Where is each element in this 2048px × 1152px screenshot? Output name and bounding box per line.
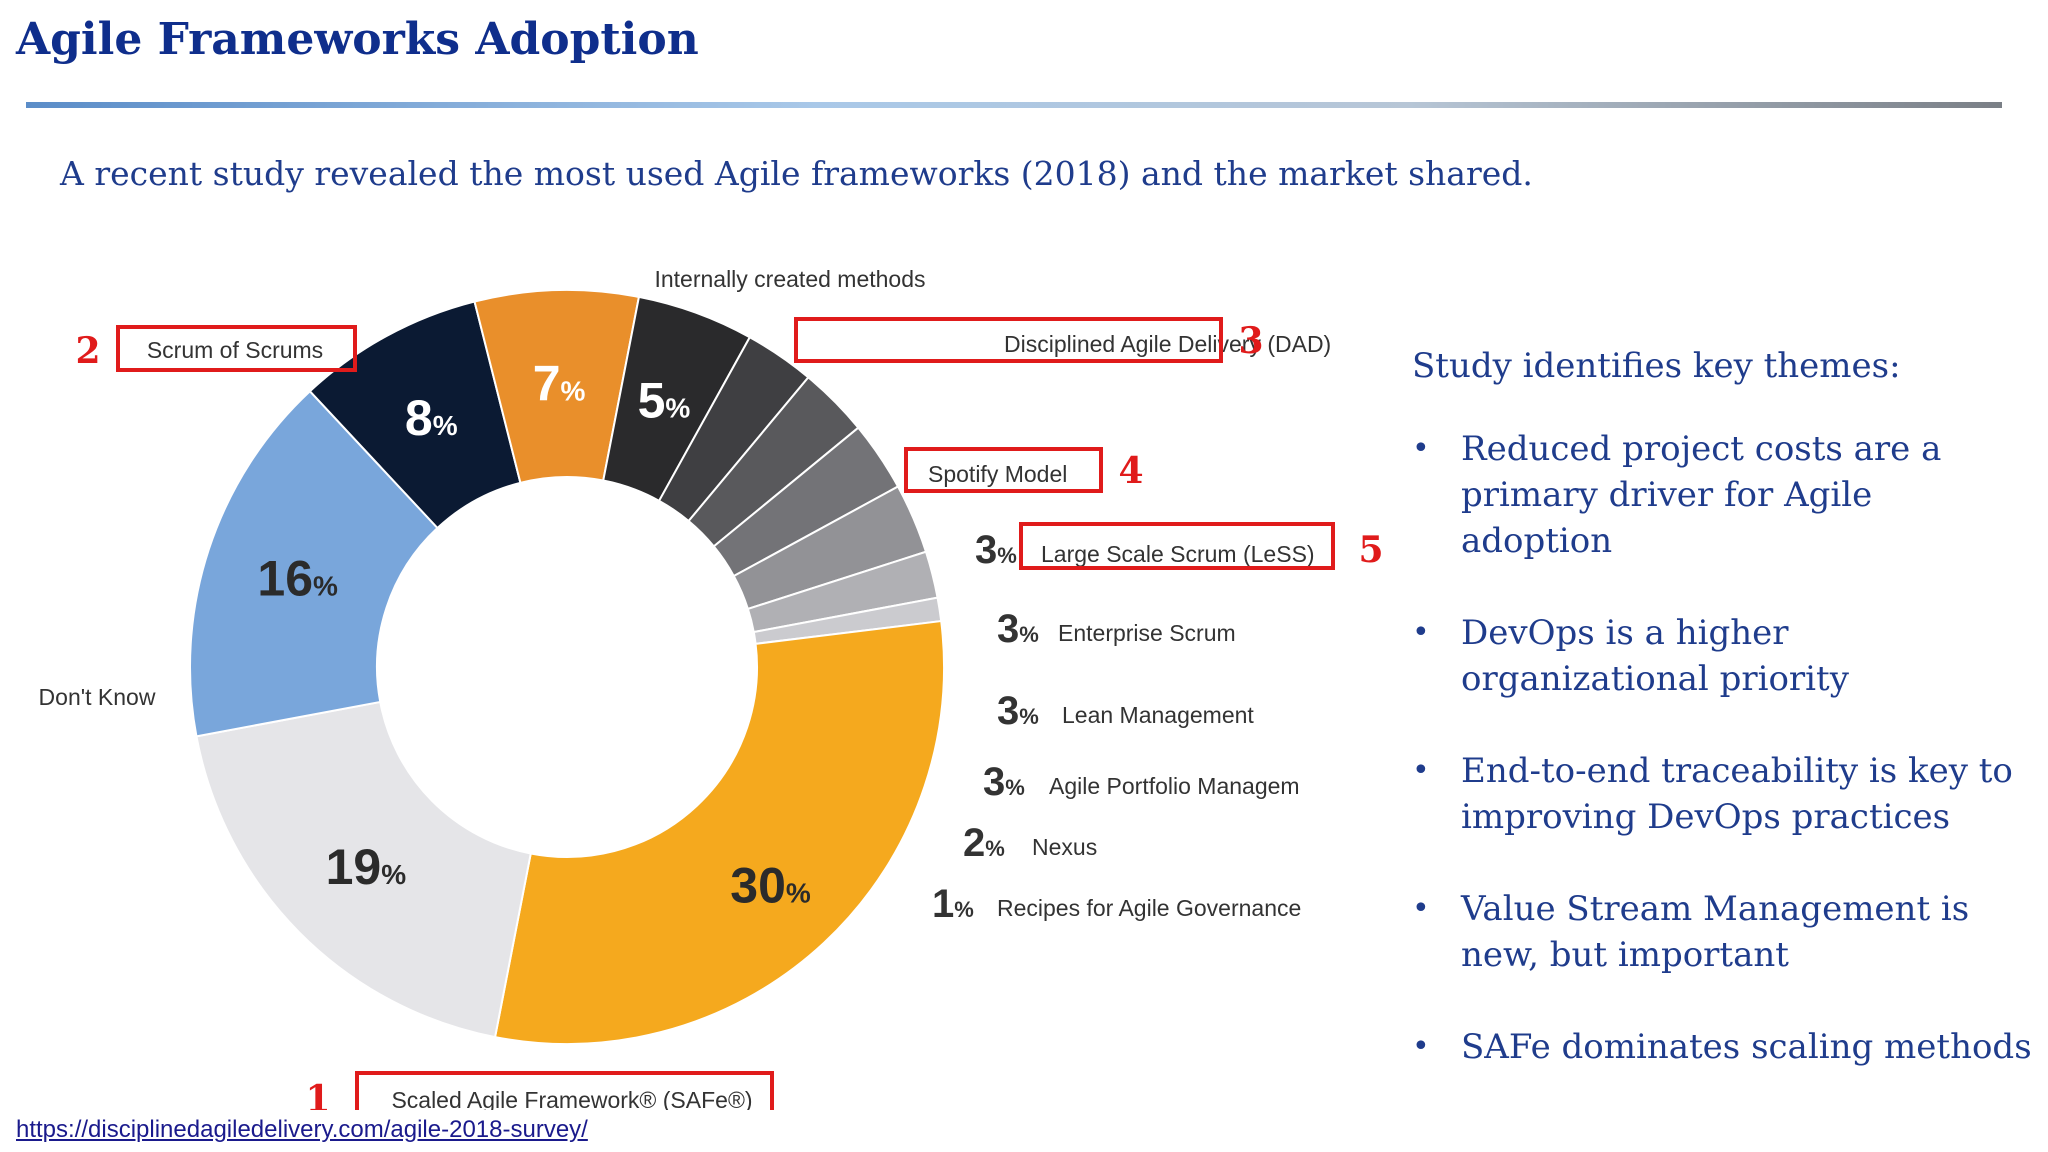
themes-heading: Study identifies key themes: — [1412, 346, 1901, 386]
bullet-icon: • — [1412, 891, 1430, 926]
category-label-nexus: Nexus — [1032, 834, 1097, 860]
rank-badge: 5 — [1358, 529, 1383, 571]
slice-value-label: 1% — [932, 882, 974, 926]
slice-value-label: 3% — [975, 528, 1017, 572]
slice-scrum-of-scrums — [189, 389, 439, 738]
slice-value-label: 5% — [638, 373, 691, 429]
bullet-icon: • — [1412, 431, 1430, 466]
slice-value-label: 2% — [963, 821, 1005, 865]
slice-value-label: 16% — [257, 550, 338, 606]
category-label-agile-portfolio-managem: Agile Portfolio Managem — [1049, 773, 1300, 799]
slice-value-label: 19% — [326, 839, 407, 895]
slice-value-label: 8% — [405, 390, 458, 446]
highlight-box — [116, 325, 357, 372]
theme-item: • Reduced project costs are a primary dri… — [1412, 426, 2032, 564]
category-label-scrum-of-scrums: Scrum of Scrums — [147, 337, 323, 363]
theme-item: • DevOps is a higher organizational prior… — [1412, 610, 2032, 702]
slice-value-label: 3% — [997, 689, 1039, 733]
themes-list: • Reduced project costs are a primary dri… — [1412, 426, 2032, 1070]
category-label-spotify-model: Spotify Model — [928, 461, 1067, 487]
themes-panel: Study identifies key themes: • Reduced pr… — [1412, 346, 2032, 1116]
category-label-large-scale-scrum-less: Large Scale Scrum (LeSS) — [1041, 541, 1315, 567]
category-label-don-t-know: Don't Know — [39, 684, 156, 710]
highlight-box — [355, 1071, 774, 1110]
rank-badge: 4 — [1118, 450, 1143, 492]
theme-item: • Value Stream Management is new, but imp… — [1412, 886, 2032, 978]
theme-item: • End-to-end traceability is key to impro… — [1412, 748, 2032, 840]
donut-chart: 8% Internally created methods 7% Discipline… — [39, 266, 1384, 1110]
slice-value-label: 30% — [730, 857, 811, 913]
slice-value-label: 3% — [997, 607, 1039, 651]
theme-text: Value Stream Management is new, but impo… — [1461, 889, 1970, 975]
bullet-icon: • — [1412, 1029, 1430, 1064]
donut-slices — [189, 289, 945, 1045]
theme-text: Reduced project costs are a primary driv… — [1461, 429, 1942, 561]
source-link[interactable]: https://disciplinedagiledelivery.com/agi… — [16, 1116, 588, 1143]
bullet-icon: • — [1412, 753, 1430, 788]
theme-text: SAFe dominates scaling methods — [1461, 1027, 2032, 1067]
slice-scaled-agile-framework-safe — [493, 619, 945, 1045]
highlight-box — [904, 447, 1103, 493]
highlight-box — [1019, 522, 1335, 570]
highlight-box — [794, 317, 1223, 363]
category-label-lean-management: Lean Management — [1062, 702, 1254, 728]
title-divider — [26, 102, 2002, 108]
category-label-internally-created-methods: Internally created methods — [654, 266, 925, 292]
slice-don-t-know — [195, 700, 532, 1039]
category-label-disciplined-agile-delivery-dad: Disciplined Agile Delivery (DAD) — [1004, 331, 1331, 357]
theme-item: • SAFe dominates scaling methods — [1412, 1024, 2032, 1070]
theme-text: DevOps is a higher organizational priori… — [1461, 613, 1849, 699]
slice-value-label: 7% — [533, 356, 586, 412]
category-label-scaled-agile-framework-safe: Scaled Agile Framework® (SAFe®) — [391, 1087, 752, 1110]
intro-text: A recent study revealed the most used Ag… — [60, 154, 1533, 193]
bullet-icon: • — [1412, 615, 1430, 650]
rank-badge: 3 — [1238, 320, 1263, 362]
rank-badge: 1 — [305, 1078, 330, 1110]
theme-text: End-to-end traceability is key to improv… — [1461, 751, 2013, 837]
category-label-enterprise-scrum: Enterprise Scrum — [1058, 620, 1236, 646]
donut-labels: 8% Internally created methods 7% Discipline… — [39, 266, 1384, 1110]
slide-title: Agile Frameworks Adoption — [16, 14, 699, 65]
rank-badge: 2 — [75, 330, 100, 372]
category-label-recipes-for-agile-governance: Recipes for Agile Governance — [997, 895, 1301, 921]
slice-value-label: 3% — [983, 760, 1025, 804]
